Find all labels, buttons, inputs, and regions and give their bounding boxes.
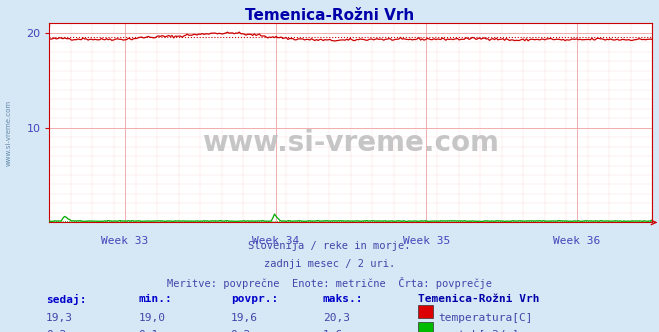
Text: Slovenija / reke in morje.: Slovenija / reke in morje. <box>248 241 411 251</box>
Text: 19,3: 19,3 <box>46 313 73 323</box>
Text: povpr.:: povpr.: <box>231 294 278 304</box>
Text: min.:: min.: <box>138 294 172 304</box>
Text: www.si-vreme.com: www.si-vreme.com <box>202 129 500 157</box>
Text: 0,1: 0,1 <box>138 330 159 332</box>
Text: 19,6: 19,6 <box>231 313 258 323</box>
Text: Meritve: povprečne  Enote: metrične  Črta: povprečje: Meritve: povprečne Enote: metrične Črta:… <box>167 277 492 289</box>
Text: Week 36: Week 36 <box>554 236 600 246</box>
Text: sedaj:: sedaj: <box>46 294 86 305</box>
Text: zadnji mesec / 2 uri.: zadnji mesec / 2 uri. <box>264 259 395 269</box>
Text: Week 35: Week 35 <box>403 236 450 246</box>
Text: www.si-vreme.com: www.si-vreme.com <box>5 100 11 166</box>
Text: Week 33: Week 33 <box>101 236 148 246</box>
Text: Temenica-Rožni Vrh: Temenica-Rožni Vrh <box>418 294 540 304</box>
Text: 0,2: 0,2 <box>46 330 67 332</box>
Text: Week 34: Week 34 <box>252 236 299 246</box>
Text: 1,6: 1,6 <box>323 330 343 332</box>
Text: pretok[m3/s]: pretok[m3/s] <box>438 330 519 332</box>
Text: maks.:: maks.: <box>323 294 363 304</box>
Text: 19,0: 19,0 <box>138 313 165 323</box>
Text: Temenica-Rožni Vrh: Temenica-Rožni Vrh <box>245 8 414 23</box>
Text: 20,3: 20,3 <box>323 313 350 323</box>
Text: 0,2: 0,2 <box>231 330 251 332</box>
Text: temperatura[C]: temperatura[C] <box>438 313 532 323</box>
